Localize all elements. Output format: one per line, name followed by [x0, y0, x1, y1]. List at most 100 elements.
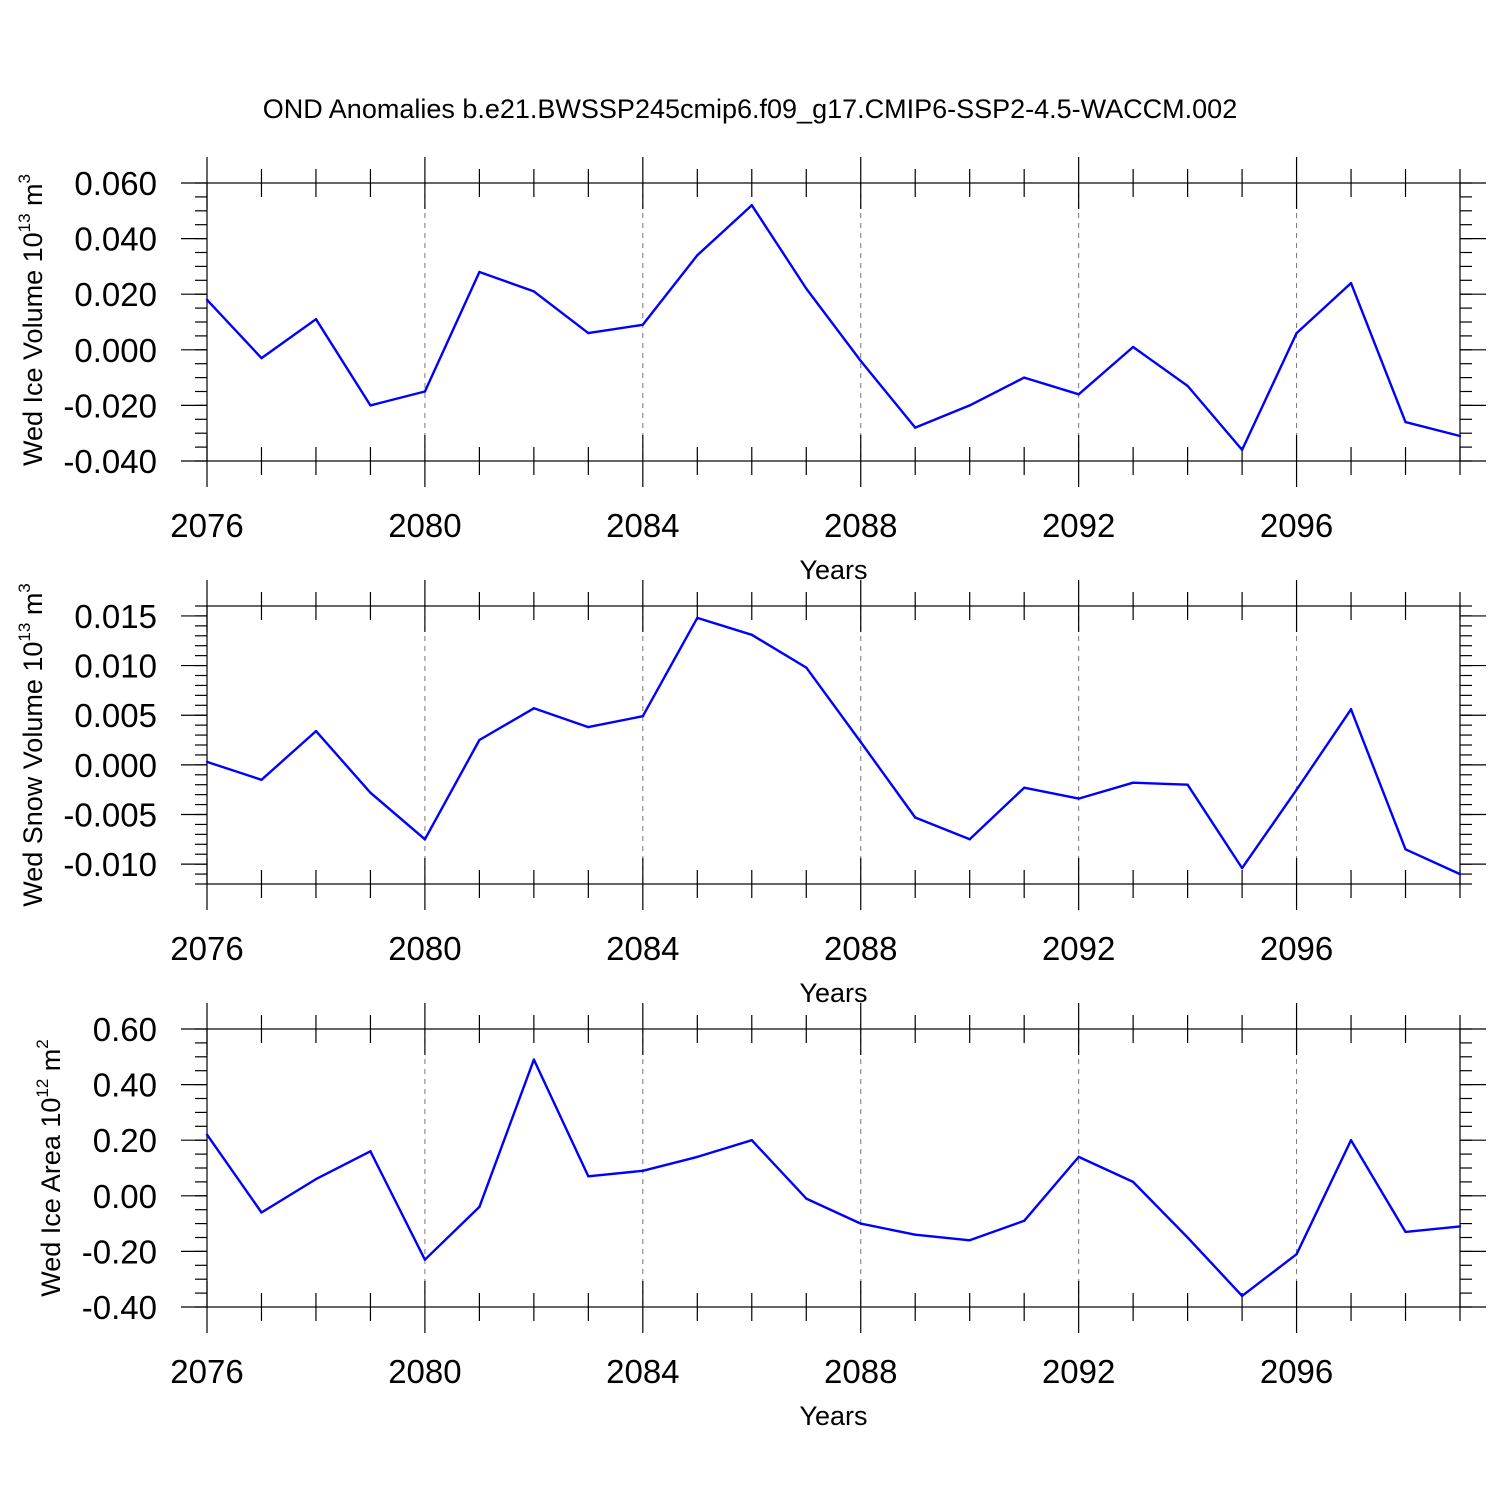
chart-panel-2: 0.015 0.010 0.005 0.000 -0.005 -0.010 2076 2080… [15, 580, 1486, 1008]
y-tick-label: 0.000 [74, 332, 157, 369]
data-point [369, 1150, 372, 1153]
data-point [1131, 1180, 1135, 1184]
x-tick-label: 2096 [1260, 930, 1333, 967]
data-point [1186, 384, 1189, 388]
y-axis-label-unit-exp: 2 [33, 1039, 52, 1048]
y-axis-label-unit-exp: 3 [15, 174, 34, 183]
series-line [206, 616, 1461, 876]
data-point [369, 404, 372, 407]
y-tick-label: 0.005 [74, 697, 157, 734]
y-tick-label: -0.40 [82, 1289, 157, 1326]
y-axis-label-unit: m [18, 183, 48, 213]
data-point [1295, 788, 1298, 791]
y-axis-label-unit-exp: 3 [15, 583, 34, 592]
y-axis-label-main: Wed Snow Volume 10 [18, 642, 48, 907]
data-point [1131, 345, 1135, 349]
y-tick-label: 0.40 [93, 1067, 157, 1104]
data-point [1022, 376, 1026, 379]
data-point [1240, 866, 1244, 870]
series-line [206, 203, 1461, 452]
x-tick-label: 2088 [824, 930, 897, 967]
y-axis-label-main: Wed Ice Area 10 [36, 1098, 66, 1297]
data-point [423, 1258, 427, 1261]
data-point [1458, 872, 1462, 876]
data-point [314, 318, 318, 321]
x-tick-label: 2080 [388, 507, 461, 544]
data-point [260, 778, 263, 781]
data-point [1240, 448, 1244, 452]
y-tick-label: 0.00 [93, 1178, 157, 1215]
data-point [750, 204, 753, 207]
y-tick-label: -0.040 [63, 443, 157, 480]
y-axis-label-exp: 13 [15, 623, 34, 642]
y-tick-label: -0.020 [63, 387, 157, 424]
data-point [641, 323, 645, 326]
x-tick-label: 2096 [1260, 507, 1333, 544]
y-tick-label: 0.060 [74, 165, 157, 202]
data-point [1186, 1236, 1189, 1239]
data-point [260, 356, 263, 360]
y-tick-label: 0.015 [74, 598, 157, 635]
y-axis-label: Wed Snow Volume 1013 m3 [15, 583, 48, 907]
data-point [859, 359, 862, 363]
x-tick-label: 2092 [1042, 930, 1115, 967]
data-point [1404, 848, 1407, 851]
data-point [859, 1222, 862, 1225]
x-tick-label: 2080 [388, 930, 461, 967]
data-point [205, 1133, 209, 1136]
y-axis-label-unit: m [36, 1049, 66, 1079]
data-point [1186, 783, 1189, 786]
data-point [587, 1175, 590, 1178]
data-point [260, 1211, 263, 1214]
y-tick-label: 0.000 [74, 747, 157, 784]
x-tick-label: 2096 [1260, 1353, 1333, 1390]
data-point [587, 725, 590, 729]
x-axis-label: Years [799, 555, 867, 585]
data-point [205, 298, 209, 301]
data-point [369, 791, 372, 794]
data-point [859, 740, 862, 744]
data-point [1077, 393, 1080, 396]
data-point [750, 633, 753, 636]
data-point [641, 1169, 645, 1172]
data-point [1077, 797, 1080, 800]
y-tick-label: -0.005 [63, 797, 157, 834]
data-point [805, 287, 808, 290]
data-point [1022, 786, 1026, 789]
series-line [206, 1058, 1461, 1298]
y-tick-label: 0.040 [74, 221, 157, 258]
data-point [750, 1139, 753, 1142]
data-point [1404, 1230, 1407, 1234]
data-point [1240, 1294, 1244, 1298]
data-point [314, 729, 318, 733]
data-point [478, 1205, 481, 1209]
data-point [587, 331, 590, 335]
data-point [1131, 781, 1135, 784]
data-point [696, 616, 699, 620]
data-point [314, 1177, 318, 1181]
chart-panel-1: 0.060 0.040 0.020 0.000 -0.020 -0.040 2076 2080… [15, 157, 1486, 585]
data-point [1349, 708, 1353, 711]
y-axis-label-main: Wed Ice Volume 10 [18, 232, 48, 466]
data-point [805, 1197, 808, 1200]
data-point [1458, 1225, 1462, 1228]
plot-frame [206, 605, 1461, 885]
data-point [1349, 281, 1353, 285]
data-point [1349, 1139, 1353, 1142]
data-point [532, 290, 536, 293]
figure-title: OND Anomalies b.e21.BWSSP245cmip6.f09_g1… [263, 94, 1237, 124]
y-axis-label: Wed Ice Area 1012 m2 [33, 1039, 66, 1297]
x-tick-label: 2084 [606, 930, 679, 967]
plot-frame [206, 182, 1461, 462]
x-tick-label: 2084 [606, 1353, 679, 1390]
x-tick-label: 2076 [170, 507, 243, 544]
data-point [968, 404, 971, 407]
x-tick-label: 2092 [1042, 1353, 1115, 1390]
data-point [805, 666, 808, 669]
x-tick-label: 2076 [170, 930, 243, 967]
x-tick-label: 2088 [824, 1353, 897, 1390]
data-point [914, 1233, 917, 1236]
y-axis-label-exp: 12 [33, 1079, 52, 1098]
x-axis-label: Years [799, 978, 867, 1008]
